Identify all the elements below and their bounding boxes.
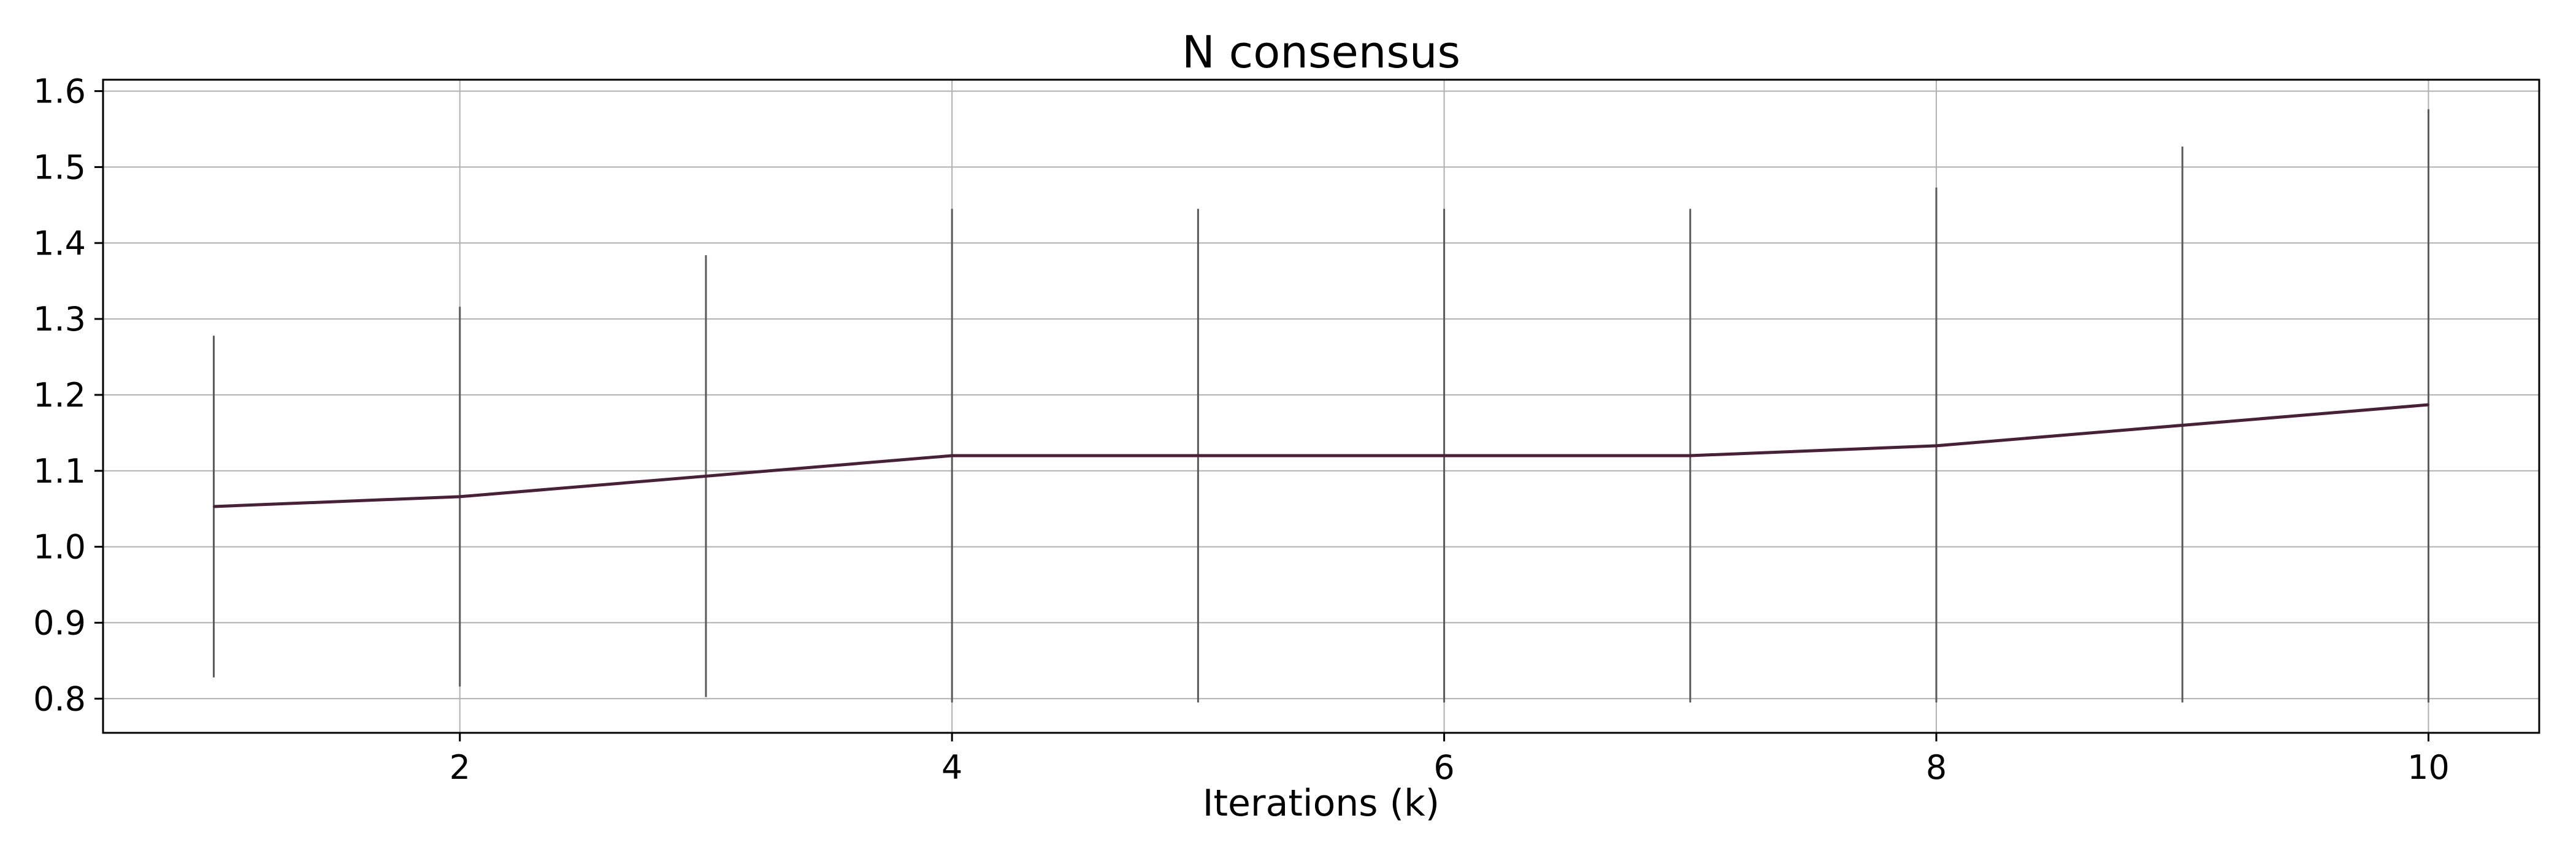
y-tick-label: 1.0 — [33, 528, 86, 567]
x-tick-label: 8 — [1926, 748, 1947, 787]
x-tick-label: 2 — [450, 748, 470, 787]
series-line — [213, 403, 2429, 508]
x-tick-label: 4 — [941, 748, 962, 787]
y-tick-label: 1.1 — [33, 452, 86, 491]
data-point — [705, 475, 707, 477]
y-tick-label: 0.8 — [33, 679, 86, 718]
y-tick-label: 0.9 — [33, 603, 86, 642]
plot-frame — [102, 78, 2540, 734]
x-axis-title: Iterations (k) — [1203, 782, 1439, 825]
chart-title: N consensus — [1182, 26, 1460, 78]
errorbar-layer — [213, 109, 2429, 703]
x-tick-label: 6 — [1433, 748, 1454, 787]
data-point — [1689, 454, 1692, 457]
data-point — [1197, 454, 1199, 457]
y-tick-label: 1.2 — [33, 376, 86, 415]
y-tick-label: 1.3 — [33, 300, 86, 339]
tick-layer: 2 4 6 8 10 0.8 0.9 1.0 1.1 1.2 1.3 1.4 1.5 1.6 — [33, 72, 2450, 787]
data-point — [1935, 445, 1938, 447]
data-point — [213, 505, 215, 508]
data-point — [2427, 404, 2429, 406]
x-tick-label: 10 — [2407, 748, 2450, 787]
y-tick-label: 1.4 — [33, 224, 86, 262]
data-point — [459, 496, 461, 498]
y-tick-label: 1.5 — [33, 148, 86, 186]
data-point — [2181, 424, 2183, 426]
data-point — [1443, 454, 1446, 457]
y-tick-label: 1.6 — [33, 72, 86, 111]
series-layer — [213, 403, 2429, 508]
grid-layer — [103, 80, 2539, 733]
data-point — [951, 454, 953, 457]
